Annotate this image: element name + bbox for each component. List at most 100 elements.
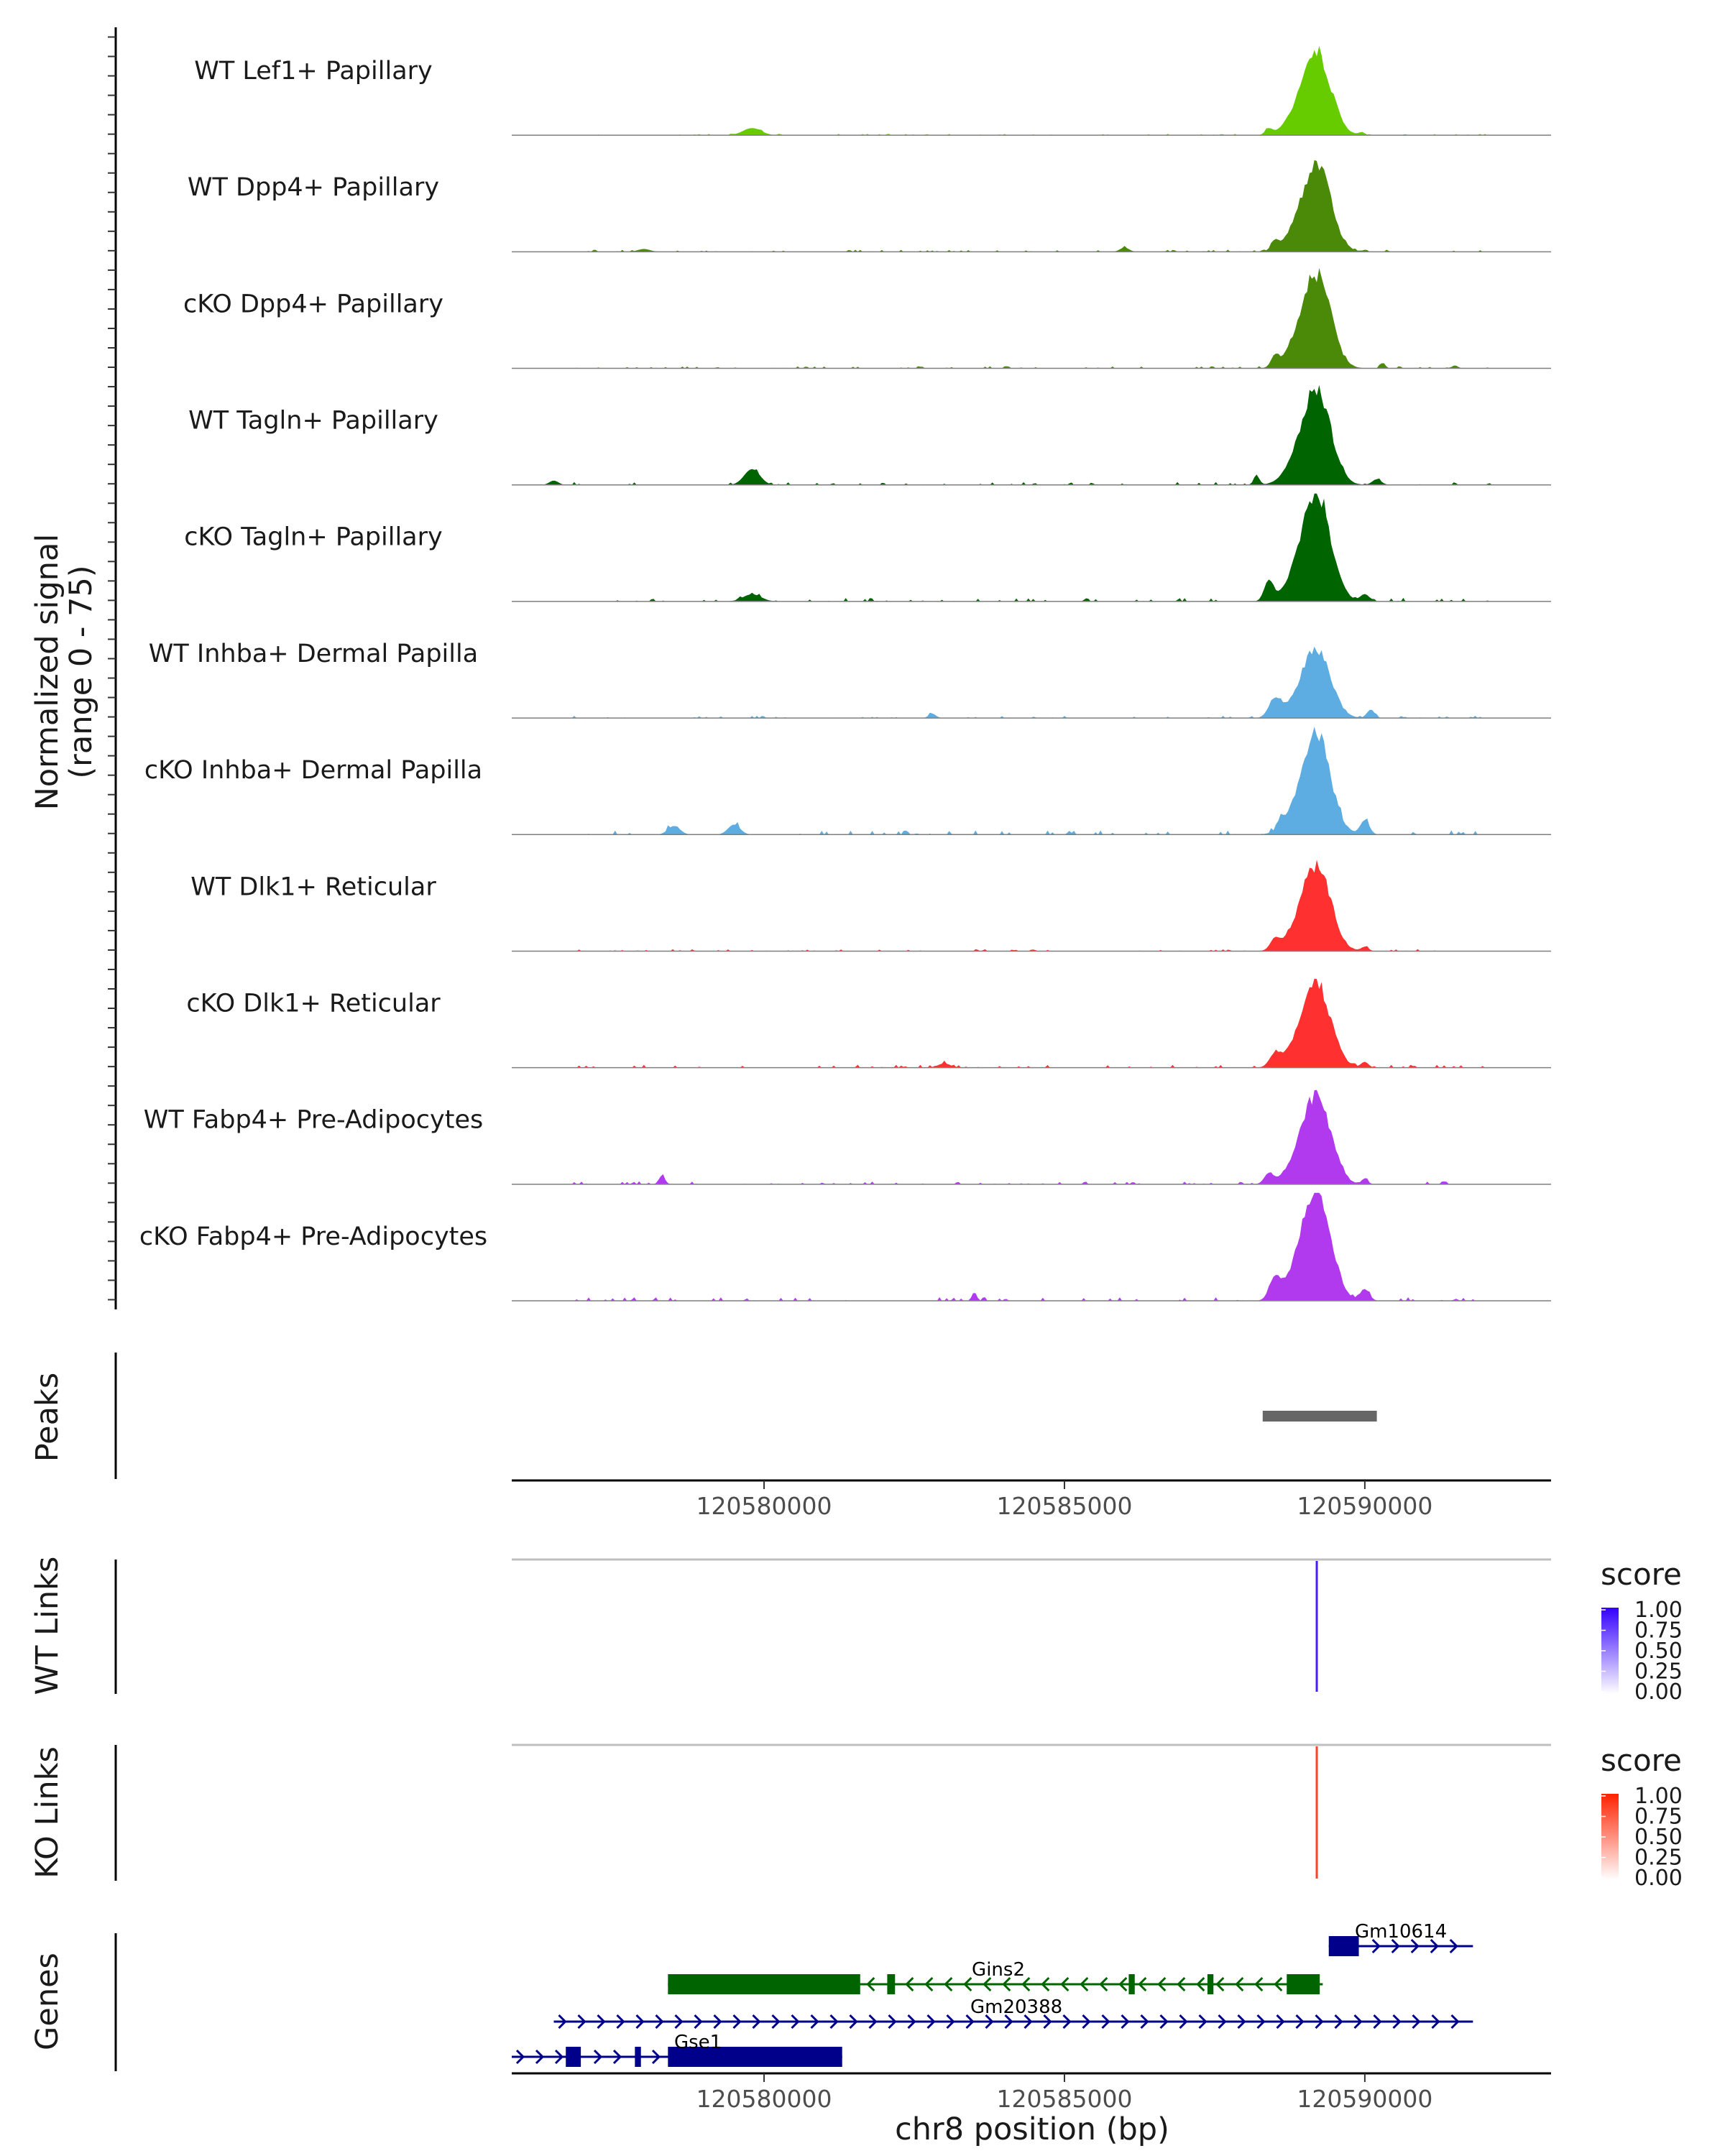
wt-links-ylabel: WT Links	[29, 1557, 65, 1695]
coverage-signal-area	[512, 493, 1551, 602]
gene-strand-chevron	[1412, 2014, 1421, 2030]
genes-ylabel: Genes	[29, 1953, 65, 2050]
gene-exon	[887, 1974, 896, 1994]
gene-strand-chevron	[1353, 2014, 1363, 2030]
gene-strand-chevron	[1060, 1976, 1070, 1992]
gene-strand-chevron	[1235, 1976, 1244, 1992]
track-label: WT Fabp4+ Pre-Adipocytes	[144, 1106, 483, 1135]
coverage-signal-area	[512, 384, 1551, 485]
coverage-signal-area	[512, 860, 1551, 952]
gene-strand-chevron	[1099, 1976, 1108, 1992]
coverage-signal-area	[512, 160, 1551, 252]
gene-strand-chevron	[868, 2014, 878, 2030]
gene-strand-chevron	[1218, 2014, 1227, 2030]
x-axis-title: chr8 position (bp)	[895, 2111, 1169, 2147]
gene-strand-chevron	[1196, 1976, 1205, 1992]
gene-strand-chevron	[983, 1976, 992, 1992]
gene-strand-chevron	[1157, 1976, 1167, 1992]
gene-strand-chevron	[1410, 1938, 1420, 1954]
gene-strand-chevron	[1140, 2014, 1149, 2030]
gene-strand-chevron	[612, 2049, 622, 2065]
gene-strand-chevron	[1062, 2014, 1072, 2030]
colorbar-tick-label: 0.50	[1634, 1825, 1683, 1850]
gene-strand-chevron	[926, 2014, 936, 2030]
gene-exon	[1128, 1974, 1135, 1994]
gene-strand-chevron	[907, 2014, 916, 2030]
track-label: cKO Inhba+ Dermal Papilla	[144, 756, 482, 785]
gene-strand-chevron	[752, 2014, 761, 2030]
coverage-signal-area	[512, 267, 1551, 369]
gene-strand-chevron	[1450, 2014, 1460, 2030]
gene-strand-chevron	[849, 2014, 858, 2030]
plot-marks: WT Lef1+ Papillary WT Dpp4+ Papillary cKO …	[108, 27, 1683, 2113]
coverage-ylabel-line2: (range 0 - 75)	[63, 565, 99, 778]
gene-strand-chevron	[651, 2049, 661, 2065]
gene-strand-chevron	[577, 2014, 586, 2030]
gene-strand-chevron	[1449, 1938, 1458, 1954]
gene-strand-chevron	[1274, 1976, 1283, 1992]
track-label: cKO Fabp4+ Pre-Adipocytes	[139, 1222, 487, 1251]
gene-strand-chevron	[1392, 2014, 1402, 2030]
gene-strand-chevron	[1315, 2014, 1324, 2030]
colorbar-tick-label: 0.00	[1634, 1680, 1683, 1705]
gene-strand-chevron	[616, 2014, 625, 2030]
coverage-signal-area	[512, 727, 1551, 835]
gene-strand-chevron	[1391, 1938, 1400, 1954]
gene-strand-chevron	[1024, 2014, 1033, 2030]
gene-strand-chevron	[713, 2014, 722, 2030]
gene-strand-chevron	[946, 2014, 955, 2030]
gene-strand-chevron	[535, 2049, 545, 2065]
gene-strand-chevron	[593, 2049, 603, 2065]
track-label: cKO Dlk1+ Reticular	[186, 989, 441, 1018]
gene-strand-chevron	[1138, 1976, 1147, 1992]
track-label: WT Dpp4+ Papillary	[188, 173, 439, 202]
gene-strand-chevron	[829, 2014, 839, 2030]
gene-strand-chevron	[1431, 2014, 1440, 2030]
gene-exon	[566, 2047, 581, 2067]
gene-strand-chevron	[905, 1976, 914, 1992]
ko-links-legend-title: score	[1601, 1743, 1682, 1778]
gene-strand-chevron	[1118, 1976, 1128, 1992]
gene-strand-chevron	[771, 2014, 781, 2030]
colorbar-tick-label: 0.75	[1634, 1618, 1683, 1644]
track-label: WT Lef1+ Papillary	[194, 57, 433, 86]
colorbar-tick-label: 0.50	[1634, 1639, 1683, 1664]
gene-strand-chevron	[810, 2014, 819, 2030]
peaks-ylabel: Peaks	[29, 1373, 65, 1462]
gene-strand-chevron	[694, 2014, 703, 2030]
gene-label: Gse1	[674, 2032, 722, 2053]
gene-strand-chevron	[866, 1976, 875, 1992]
genes-x-tick-label: 120580000	[696, 2085, 832, 2113]
gene-strand-chevron	[1159, 2014, 1169, 2030]
gene-strand-chevron	[888, 2014, 897, 2030]
gene-strand-chevron	[1215, 1976, 1225, 1992]
gene-strand-chevron	[1179, 2014, 1188, 2030]
gene-label: Gm10614	[1355, 1921, 1447, 1943]
gene-strand-chevron	[1373, 2014, 1382, 2030]
gene-strand-chevron	[1371, 1938, 1381, 1954]
track-label: WT Inhba+ Dermal Papilla	[149, 640, 478, 668]
gene-strand-chevron	[1004, 2014, 1013, 2030]
gene-exon	[1287, 1974, 1320, 1994]
gene-strand-chevron	[791, 2014, 800, 2030]
coverage-signal-area	[512, 1089, 1551, 1184]
colorbar-tick-label: 0.25	[1634, 1846, 1683, 1871]
coverage-signal-area	[512, 1192, 1551, 1301]
track-label: WT Dlk1+ Reticular	[190, 872, 436, 901]
coverage-ylabel-line1: Normalized signal	[29, 534, 65, 811]
gene-exon	[668, 2047, 842, 2067]
gene-strand-chevron	[1334, 2014, 1343, 2030]
track-label: cKO Dpp4+ Papillary	[183, 290, 443, 318]
gene-strand-chevron	[1295, 2014, 1305, 2030]
colorbar-tick-label: 0.75	[1634, 1805, 1683, 1830]
gene-strand-chevron	[1082, 2014, 1091, 2030]
genes-x-tick-label: 120590000	[1297, 2085, 1432, 2113]
colorbar-tick-label: 1.00	[1634, 1598, 1683, 1623]
gene-strand-chevron	[985, 2014, 994, 2030]
colorbar-tick-label: 0.00	[1634, 1866, 1683, 1891]
colorbar-tick-label: 1.00	[1634, 1784, 1683, 1809]
gene-strand-chevron	[1237, 2014, 1246, 2030]
gene-strand-chevron	[944, 1976, 953, 1992]
